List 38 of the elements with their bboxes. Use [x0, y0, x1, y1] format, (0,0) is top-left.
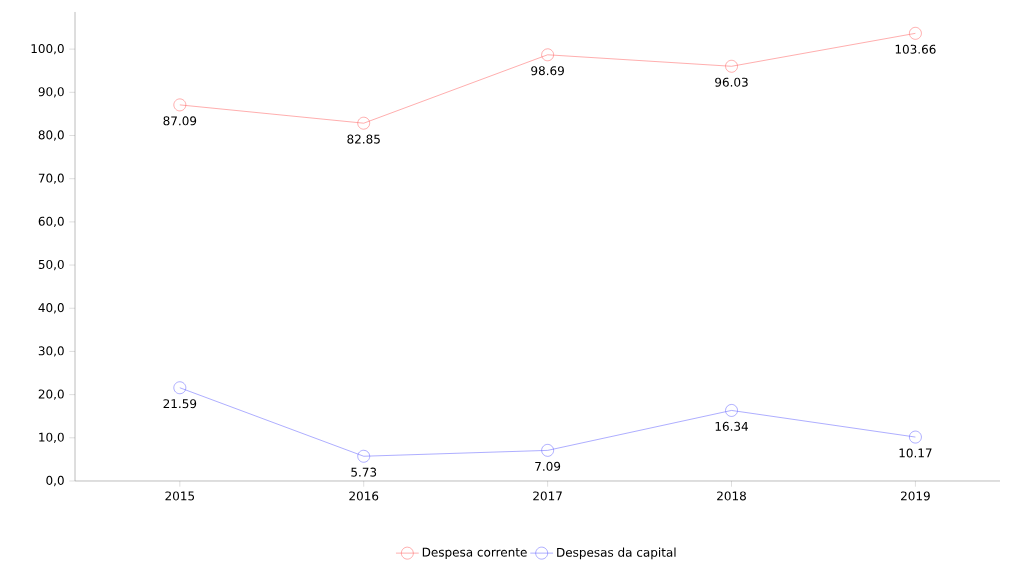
data-label: 98.69	[531, 66, 564, 76]
data-label: 10.17	[899, 448, 932, 458]
y-tick-label: 80,0	[38, 130, 64, 141]
y-tick-label: 40,0	[38, 303, 64, 314]
data-label: 5.73	[351, 467, 377, 477]
legend-label: Despesas da capital	[557, 547, 676, 560]
point	[173, 98, 187, 112]
x-tick-label: 2016	[349, 491, 379, 501]
point	[541, 444, 554, 457]
data-label: 82.85	[347, 134, 380, 144]
data-label: 7.09	[535, 461, 561, 471]
y-tick-label: 10,0	[39, 432, 64, 443]
point	[173, 381, 187, 395]
point	[357, 116, 370, 130]
point	[909, 27, 922, 40]
y-tick-label: 100,0	[31, 43, 64, 55]
y-tick-label: 50,0	[38, 259, 64, 271]
y-tick-label: 0,0	[46, 475, 64, 487]
data-label: 87.09	[163, 116, 197, 126]
point	[909, 430, 922, 444]
x-tick-label: 2018	[717, 491, 746, 501]
y-tick-label: 30,0	[38, 346, 64, 357]
legend-label: Despesa corrente	[422, 547, 527, 559]
data-label: 21.59	[163, 399, 197, 409]
point	[357, 449, 370, 463]
y-tick-label: 60,0	[38, 216, 64, 228]
x-tick-label: 2015	[165, 491, 195, 501]
y-tick-label: 90,0	[38, 87, 64, 98]
x-tick-label: 2019	[901, 491, 930, 501]
y-tick-label: 20,0	[38, 389, 64, 400]
data-label: 16.34	[715, 421, 749, 431]
point	[725, 404, 738, 417]
y-tick-label: 70,0	[38, 173, 64, 184]
data-label: 96.03	[715, 77, 748, 87]
point	[725, 60, 738, 73]
data-label: 103.66	[895, 44, 936, 54]
point	[541, 48, 554, 62]
x-tick-label: 2017	[533, 491, 562, 501]
